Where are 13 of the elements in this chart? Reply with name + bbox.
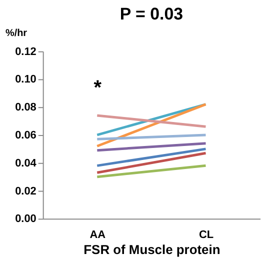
x-axis-title: FSR of Muscle protein [84, 242, 220, 258]
y-tick-label: 0.10 [15, 74, 36, 86]
y-tick-label: 0.12 [15, 46, 36, 58]
y-tick-label: 0.06 [15, 129, 36, 142]
y-tick-label: 0.08 [15, 102, 36, 114]
x-tick-label: CL [198, 229, 214, 242]
y-axis-title: %/hr [5, 28, 28, 39]
x-tick-label: AA [90, 229, 106, 242]
y-tick-label: 0.02 [15, 185, 36, 198]
y-tick-label: 0.00 [15, 213, 36, 226]
chart-title: P = 0.03 [120, 4, 184, 24]
annotation: * [94, 77, 102, 100]
y-tick-label: 0.04 [15, 157, 38, 170]
